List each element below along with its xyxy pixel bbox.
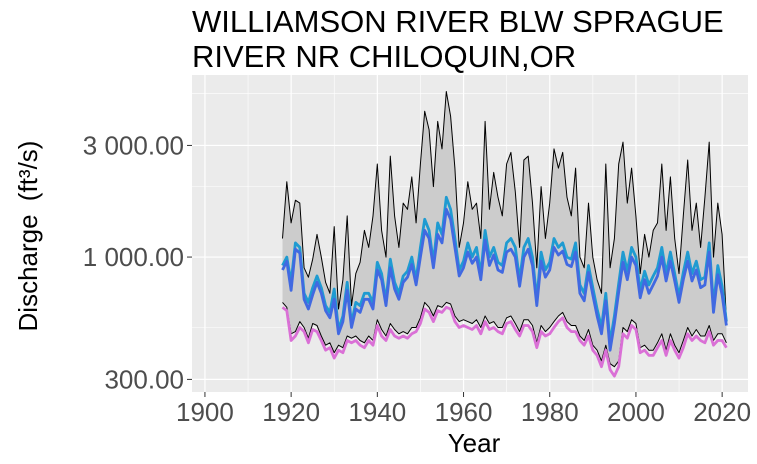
series-line-4 [281, 305, 728, 378]
series-lines [281, 91, 728, 378]
y-axis-title-unit: (ft³/s) [13, 141, 43, 202]
x-tick-label: 1980 [521, 397, 579, 427]
y-tick-label: 1 000.00 [83, 242, 184, 272]
chart-title-line-1: WILLIAMSON RIVER BLW SPRAGUE [192, 4, 724, 39]
band-lower-line [282, 301, 727, 368]
band-upper-line [282, 91, 727, 320]
x-tick-label: 1940 [348, 397, 406, 427]
y-tick-label: 3 000.00 [83, 130, 184, 160]
y-axis-title-text: Discharge [13, 214, 43, 331]
chart-title-line-2: RIVER NR CHILOQUIN,OR [192, 39, 576, 74]
x-tick-label: 1960 [435, 397, 493, 427]
y-axis-title-group: Discharge (ft³/s) [13, 141, 43, 332]
x-tick-label: 1920 [262, 397, 320, 427]
series-line-3 [281, 207, 728, 352]
x-tick-label: 2000 [607, 397, 665, 427]
x-axis-title: Year [448, 428, 501, 458]
x-tick-label: 2020 [693, 397, 751, 427]
y-tick-label: 300.00 [104, 364, 184, 394]
x-tick-label: 1900 [176, 397, 234, 427]
x-axis-ticks: 1900 1920 1940 1960 1980 2000 2020 [176, 392, 751, 427]
series-line-2 [281, 195, 728, 345]
y-axis-ticks: 300.00 1 000.00 3 000.00 [83, 130, 192, 394]
y-axis-title: Discharge (ft³/s) [13, 141, 43, 332]
